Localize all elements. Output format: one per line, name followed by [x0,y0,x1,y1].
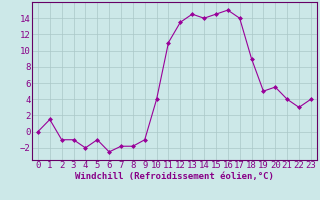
X-axis label: Windchill (Refroidissement éolien,°C): Windchill (Refroidissement éolien,°C) [75,172,274,181]
